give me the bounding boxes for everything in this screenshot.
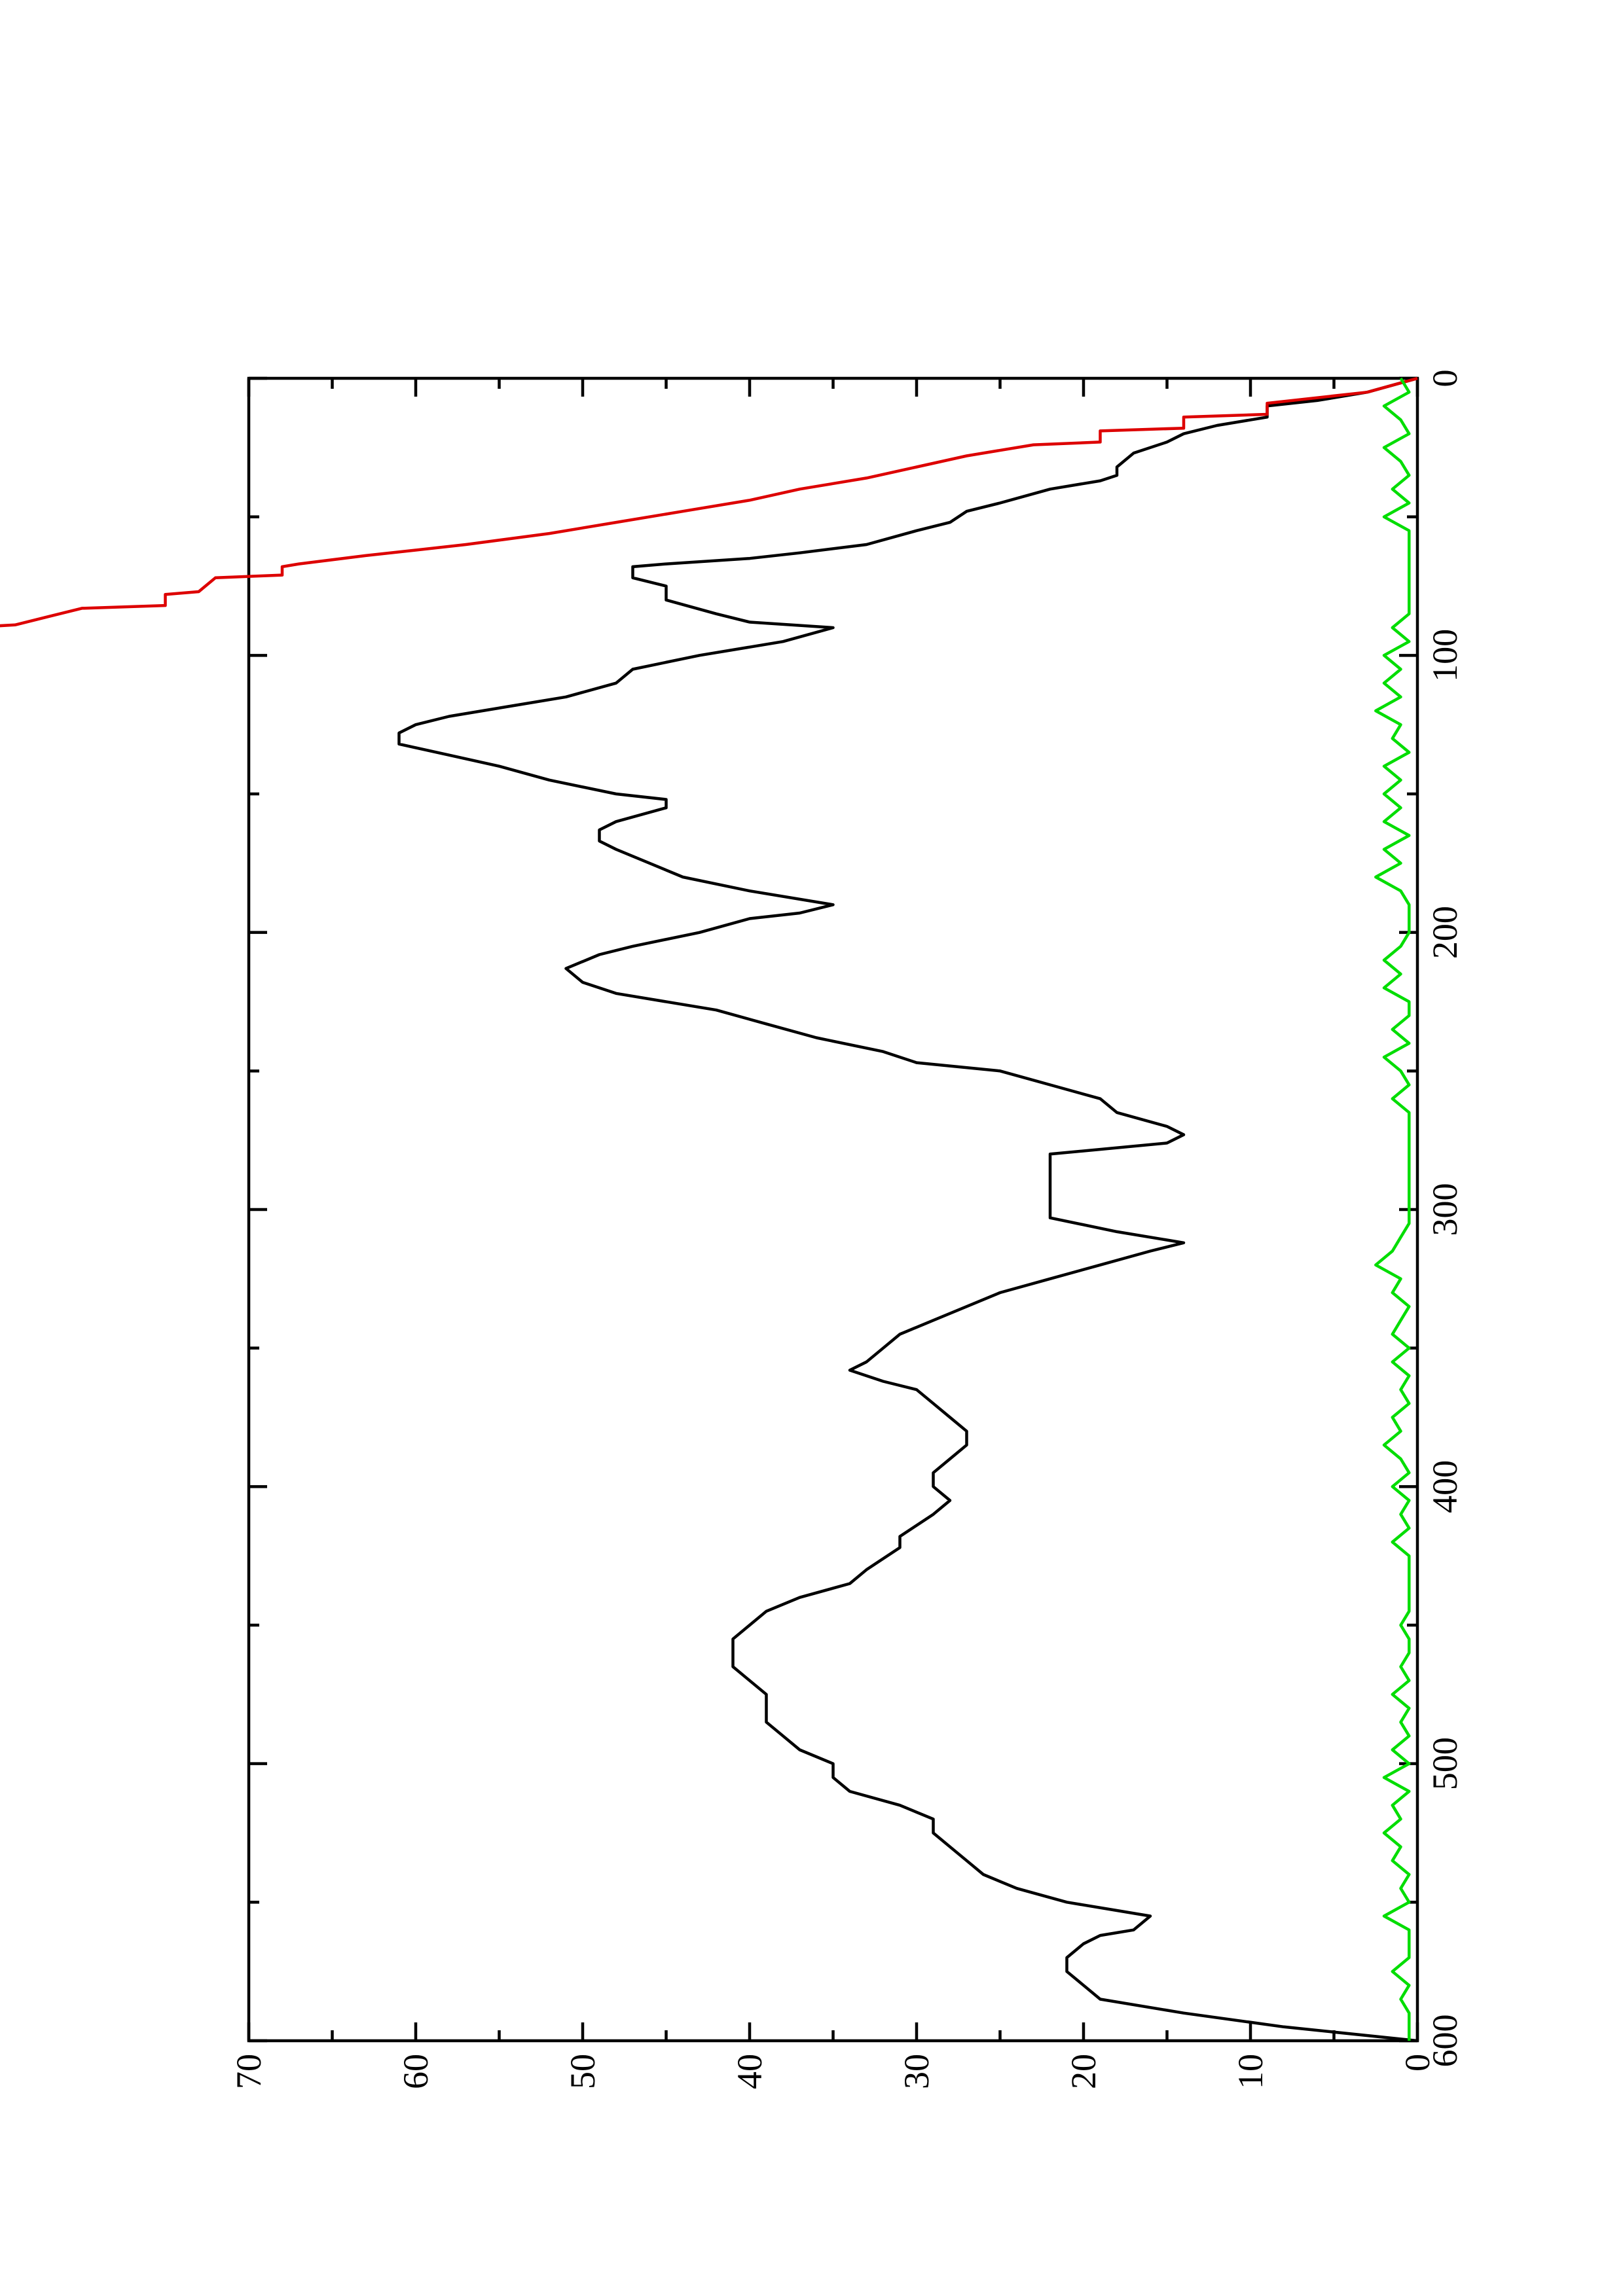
y-tick-label: 60 bbox=[396, 2054, 435, 2089]
y-tick-label: 0 bbox=[1398, 2054, 1437, 2072]
series-line-green bbox=[1374, 377, 1411, 2041]
series-lines bbox=[0, 376, 1418, 2043]
x-tick-label: 200 bbox=[1425, 906, 1465, 959]
x-tick-label: 500 bbox=[1425, 1737, 1465, 1790]
x-tick-label: 400 bbox=[1425, 1460, 1465, 1513]
x-tick-label: 300 bbox=[1425, 1183, 1465, 1236]
series-line-black bbox=[397, 376, 1418, 2043]
y-tick-label: 20 bbox=[1064, 2054, 1103, 2089]
y-tick-label: 40 bbox=[730, 2054, 769, 2089]
y-tick-label: 50 bbox=[563, 2054, 602, 2089]
x-tick-label: 100 bbox=[1425, 629, 1465, 682]
y-tick-label: 30 bbox=[897, 2054, 936, 2089]
y-tick-label: 70 bbox=[229, 2054, 268, 2089]
y-tick-label: 10 bbox=[1231, 2054, 1270, 2089]
x-tick-label: 0 bbox=[1425, 370, 1465, 387]
x-tick-label: 600 bbox=[1425, 2015, 1465, 2068]
series-line-red bbox=[0, 376, 1418, 628]
